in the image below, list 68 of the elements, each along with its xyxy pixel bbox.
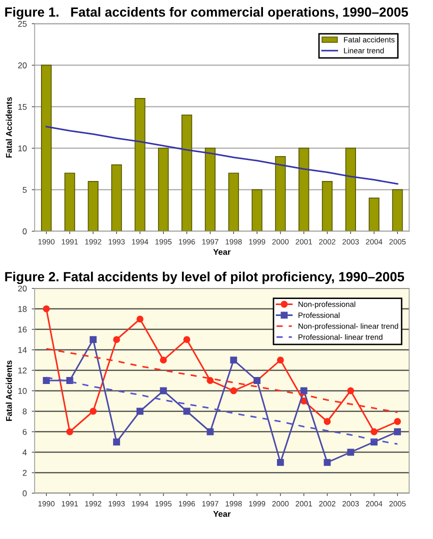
point bbox=[206, 377, 214, 384]
point bbox=[42, 377, 50, 384]
y-tick-label: 0 bbox=[22, 228, 27, 234]
x-axis-title: Year bbox=[213, 511, 231, 517]
point bbox=[394, 428, 401, 436]
point bbox=[90, 408, 97, 415]
y-axis-title: Fatal Accidents bbox=[6, 97, 12, 158]
y-tick-label: 14 bbox=[18, 347, 27, 353]
point bbox=[113, 438, 120, 446]
bar bbox=[181, 114, 192, 232]
bar bbox=[88, 181, 98, 232]
bar bbox=[64, 172, 76, 232]
bar bbox=[134, 98, 146, 232]
point bbox=[183, 336, 190, 344]
point bbox=[347, 448, 354, 456]
y-tick-label: 8 bbox=[22, 408, 27, 414]
point bbox=[324, 458, 331, 466]
bar bbox=[158, 148, 169, 232]
point bbox=[370, 428, 378, 436]
point bbox=[230, 356, 238, 364]
y-tick-label: 6 bbox=[22, 428, 27, 435]
point bbox=[66, 428, 74, 436]
y-tick-label: 12 bbox=[18, 367, 27, 374]
y-tick-label: 5 bbox=[22, 187, 27, 193]
chart-title: Figure 2. Fatal accidents by level of pilot proficiency, 1990–2005 bbox=[5, 272, 404, 284]
x-axis-title: Year bbox=[213, 249, 231, 255]
y-tick-label: 25 bbox=[18, 20, 27, 27]
y-tick-label: 0 bbox=[22, 490, 27, 496]
point bbox=[347, 387, 354, 394]
point bbox=[136, 408, 144, 415]
bar bbox=[252, 189, 262, 232]
point bbox=[183, 408, 190, 415]
bar bbox=[298, 148, 310, 232]
point bbox=[300, 387, 308, 394]
bar bbox=[228, 172, 239, 232]
bar bbox=[275, 156, 286, 232]
y-tick-label: 2 bbox=[22, 470, 27, 476]
y-tick-label: 20 bbox=[18, 286, 27, 292]
point bbox=[160, 387, 167, 394]
bar bbox=[368, 198, 380, 232]
y-tick-label: 10 bbox=[18, 388, 27, 394]
bar bbox=[111, 164, 122, 232]
point bbox=[394, 418, 401, 425]
point bbox=[42, 305, 50, 312]
point bbox=[276, 356, 284, 364]
bar bbox=[322, 181, 333, 232]
point bbox=[90, 336, 97, 344]
bar bbox=[345, 148, 356, 232]
point bbox=[136, 316, 144, 323]
y-tick-label: 18 bbox=[18, 306, 27, 312]
y-axis-title: Fatal Accidents bbox=[6, 360, 12, 421]
point bbox=[206, 428, 214, 436]
y-tick-label: 4 bbox=[22, 450, 27, 456]
y-tick-label: 16 bbox=[18, 326, 27, 332]
bar bbox=[392, 189, 403, 232]
chart-title: Figure 1. Fatal accidents for commercial operations, 1990–2005 bbox=[5, 7, 408, 20]
y-tick-label: 20 bbox=[18, 62, 27, 68]
y-tick-label: 15 bbox=[18, 104, 27, 110]
point bbox=[324, 418, 331, 425]
point bbox=[160, 356, 167, 364]
point bbox=[276, 458, 284, 466]
y-tick-label: 10 bbox=[18, 145, 27, 152]
bar bbox=[41, 64, 52, 232]
point bbox=[66, 377, 74, 384]
point bbox=[230, 387, 238, 394]
point bbox=[113, 336, 120, 344]
line-series bbox=[46, 126, 398, 185]
bar bbox=[204, 148, 216, 232]
